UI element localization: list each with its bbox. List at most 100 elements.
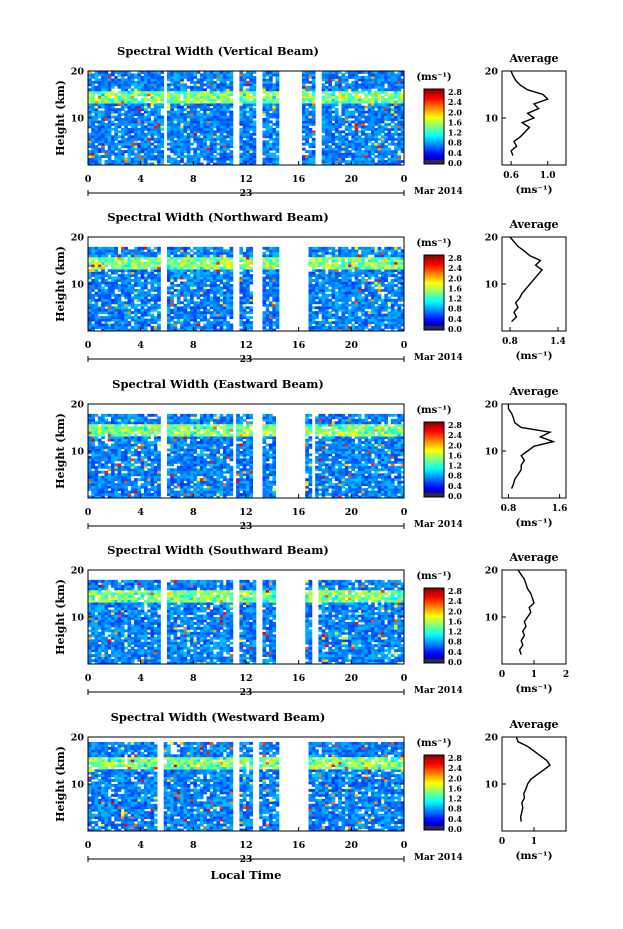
heatmap-cell — [200, 291, 204, 294]
heatmap-cell — [338, 145, 342, 148]
heatmap-cell — [381, 254, 385, 257]
heatmap-cell — [345, 272, 349, 275]
heatmap-cell — [154, 267, 158, 270]
heatmap-cell — [272, 306, 276, 309]
heatmap-cell — [197, 116, 201, 119]
heatmap-cell — [230, 88, 234, 91]
heatmap-cell — [262, 145, 266, 148]
heatmap-cell — [203, 289, 207, 292]
heatmap-cell — [167, 130, 171, 133]
heatmap-cell — [157, 135, 161, 138]
heatmap-cell — [154, 106, 158, 109]
heatmap-cell — [151, 296, 155, 299]
heatmap-cell — [381, 76, 385, 79]
heatmap-cell — [174, 153, 178, 156]
heatmap-cell — [193, 101, 197, 104]
heatmap-cell — [394, 259, 398, 262]
heatmap-cell — [187, 148, 191, 151]
heatmap-cell — [348, 103, 352, 106]
heatmap-cell — [180, 88, 184, 91]
heatmap-cell — [322, 324, 326, 327]
heatmap-cell — [368, 291, 372, 294]
heatmap-cell — [345, 150, 349, 153]
heatmap-cell — [325, 155, 329, 158]
heatmap-cell — [187, 324, 191, 327]
heatmap-cell — [355, 257, 359, 260]
heatmap-cell — [203, 262, 207, 265]
heatmap-cell — [141, 118, 145, 121]
heatmap-cell — [223, 314, 227, 317]
heatmap-cell — [203, 88, 207, 91]
heatmap-cell — [131, 319, 135, 322]
heatmap-cell — [91, 158, 95, 161]
heatmap-cell — [371, 158, 375, 161]
heatmap-cell — [276, 143, 280, 146]
heatmap-cell — [378, 93, 382, 96]
heatmap-cell — [197, 81, 201, 84]
heatmap-cell — [239, 286, 243, 289]
heatmap-cell — [124, 143, 128, 146]
heatmap-cell — [391, 254, 395, 257]
heatmap-cell — [154, 83, 158, 86]
heatmap-cell — [335, 128, 339, 131]
heatmap-cell — [104, 257, 108, 260]
heatmap-cell — [118, 289, 122, 292]
heatmap-cell — [88, 111, 92, 114]
heatmap-cell — [167, 262, 171, 265]
heatmap-cell — [131, 116, 135, 119]
heatmap-cell — [358, 103, 362, 106]
heatmap-cell — [322, 153, 326, 156]
heatmap-cell — [361, 101, 365, 104]
heatmap-cell — [121, 262, 125, 265]
heatmap-cell — [180, 319, 184, 322]
heatmap-cell — [111, 264, 115, 267]
heatmap-cell — [269, 158, 273, 161]
heatmap-cell — [108, 81, 112, 84]
heatmap-cell — [128, 267, 132, 270]
heatmap-cell — [114, 272, 118, 275]
heatmap-cell — [95, 148, 99, 151]
heatmap-cell — [88, 140, 92, 143]
heatmap-cell — [177, 76, 181, 79]
heatmap-cell — [220, 289, 224, 292]
heatmap-cell — [91, 254, 95, 257]
heatmap-cell — [239, 301, 243, 304]
heatmap-cell — [98, 272, 102, 275]
heatmap-cell — [147, 301, 151, 304]
heatmap-cell — [111, 311, 115, 314]
heatmap-cell — [114, 282, 118, 285]
heatmap-cell — [147, 299, 151, 302]
heatmap-cell — [167, 316, 171, 319]
heatmap-cell — [124, 125, 128, 128]
heatmap-cell — [190, 272, 194, 275]
heatmap-cell — [388, 267, 392, 270]
x-tick-label: 0 — [401, 174, 408, 185]
heatmap-cell — [322, 279, 326, 282]
heatmap-cell — [335, 143, 339, 146]
heatmap-cell — [249, 269, 253, 272]
heatmap-cell — [276, 158, 280, 161]
heatmap-cell — [131, 145, 135, 148]
heatmap-cell — [144, 257, 148, 260]
heatmap-cell — [368, 262, 372, 265]
heatmap-cell — [213, 103, 217, 106]
heatmap-cell — [328, 86, 332, 89]
heatmap-cell — [397, 321, 401, 324]
heatmap-cell — [332, 135, 336, 138]
heatmap-cell — [157, 257, 161, 260]
heatmap-cell — [378, 88, 382, 91]
heatmap-cell — [170, 284, 174, 287]
heatmap-cell — [361, 138, 365, 141]
heatmap-cell — [381, 116, 385, 119]
heatmap-cell — [365, 306, 369, 309]
heatmap-cell — [276, 289, 280, 292]
heatmap-cell — [325, 158, 329, 161]
heatmap-cell — [134, 296, 138, 299]
heatmap-cell — [384, 286, 388, 289]
heatmap-cell — [213, 282, 217, 285]
heatmap-cell — [114, 314, 118, 317]
heatmap-cell — [226, 299, 230, 302]
heatmap-cell — [345, 111, 349, 114]
heatmap-cell — [276, 160, 280, 163]
heatmap-cell — [226, 86, 230, 89]
